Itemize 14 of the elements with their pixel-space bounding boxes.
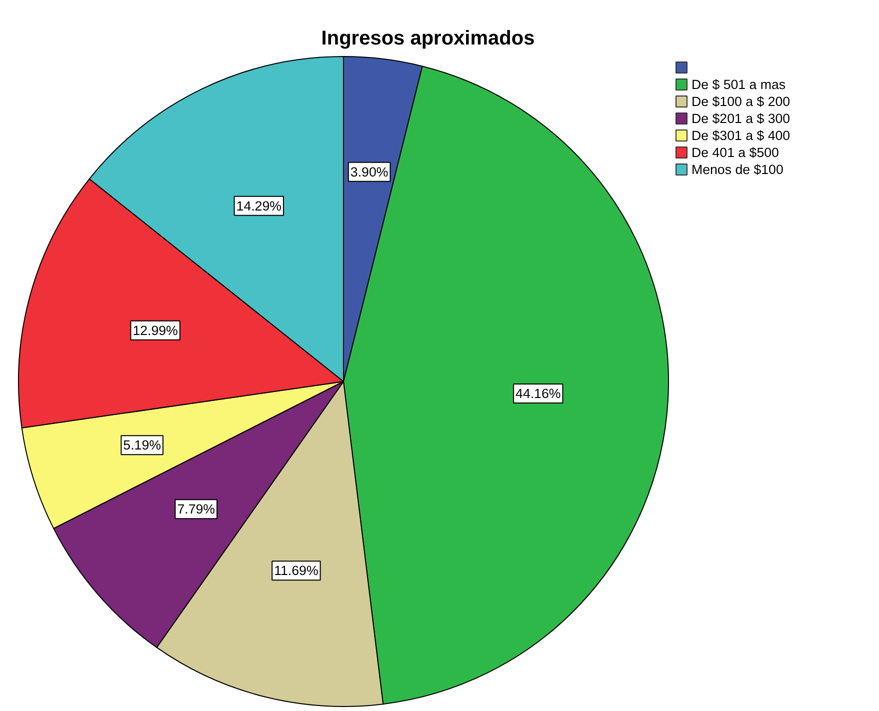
legend-label: De 401 a $500 bbox=[692, 145, 779, 160]
data-label: 14.29% bbox=[236, 198, 282, 214]
legend-label: De $201 a $ 300 bbox=[692, 111, 790, 126]
data-label: 11.69% bbox=[274, 563, 318, 578]
legend-label: De $100 a $ 200 bbox=[692, 94, 790, 109]
legend-label: De $301 a $ 400 bbox=[692, 128, 790, 143]
data-label: 7.79% bbox=[177, 502, 216, 517]
data-label: 12.99% bbox=[132, 322, 178, 338]
data-label: 5.19% bbox=[123, 438, 162, 453]
legend-label: De $ 501 a mas bbox=[692, 77, 786, 92]
legend-label: Menos de $100 bbox=[692, 162, 784, 177]
chart-title: Ingresos aproximados bbox=[321, 28, 535, 50]
data-label: 44.16% bbox=[516, 386, 561, 401]
data-label: 3.90% bbox=[350, 164, 388, 180]
